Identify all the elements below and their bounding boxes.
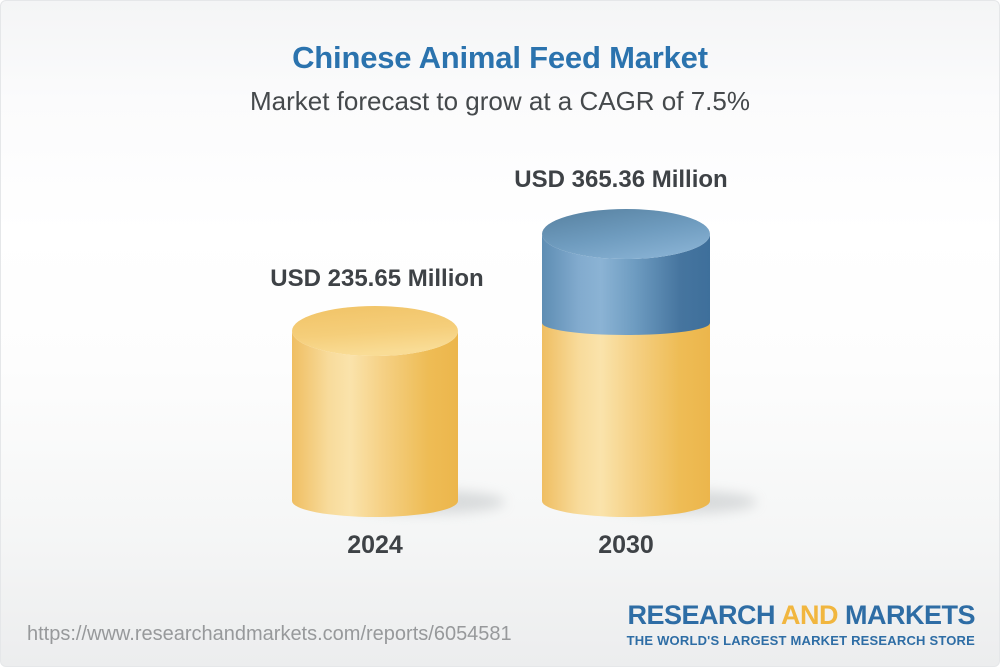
axis-label-2024: 2024 [347,531,403,559]
value-label-2024: USD 235.65 Million [270,265,484,292]
chart-subtitle: Market forecast to grow at a CAGR of 7.5… [250,86,750,116]
cylinder-bar-chart [292,209,757,517]
logo-word-markets: MARKETS [845,600,976,630]
cylinder-2024 [292,306,458,517]
logo-wordmark: RESEARCH AND MARKETS [627,600,976,631]
logo-word-and: AND [780,600,839,630]
chart-title: Chinese Animal Feed Market [292,40,708,75]
source-url: https://www.researchandmarkets.com/repor… [27,623,512,645]
cylinder-2030-growth-segment [542,209,710,335]
research-and-markets-logo: RESEARCH AND MARKETS THE WORLD'S LARGEST… [626,600,976,648]
axis-label-2030: 2030 [598,531,654,559]
value-label-2030: USD 365.36 Million [514,166,728,193]
logo-word-research: RESEARCH [627,600,775,630]
cylinder-2030-base-segment [542,317,710,517]
logo-tagline: THE WORLD'S LARGEST MARKET RESEARCH STOR… [626,632,975,648]
